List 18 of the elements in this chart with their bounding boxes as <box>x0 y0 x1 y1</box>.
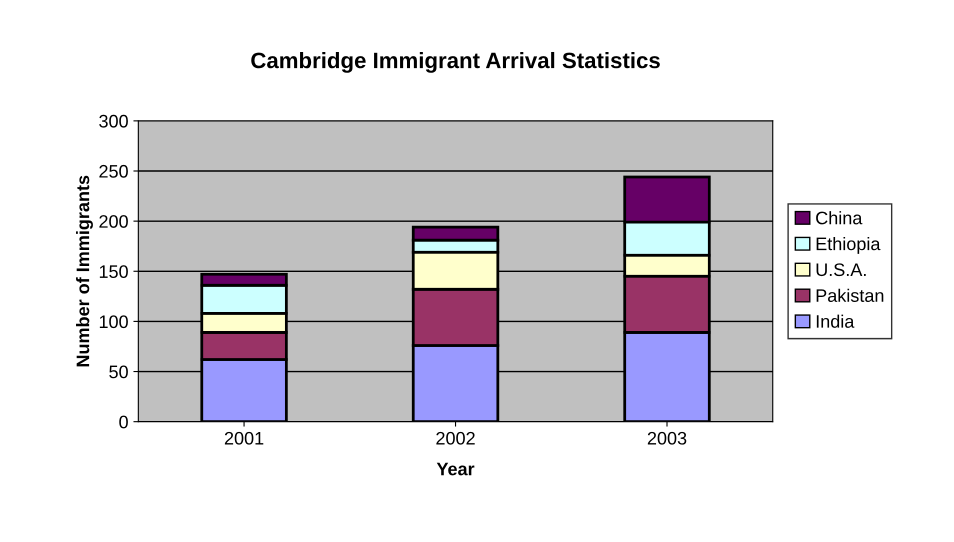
legend-label: India <box>816 314 854 328</box>
y-axis-title: Number of Immigrants <box>76 176 93 366</box>
legend-label: U.S.A. <box>816 263 866 276</box>
x-axis-title: Year <box>436 462 474 476</box>
y-tick-label: 250 <box>99 164 128 178</box>
y-tick-label: 50 <box>109 365 128 378</box>
legend-label: Ethiopia <box>816 236 880 254</box>
y-tick-label: 300 <box>99 114 128 128</box>
x-tick-label: 2003 <box>648 432 686 445</box>
legend-label: Pakistan <box>816 288 884 302</box>
y-tick-label: 150 <box>100 265 128 278</box>
x-tick-label: 2002 <box>436 432 475 445</box>
y-tick-label: 0 <box>119 416 128 428</box>
x-tick-label: 2001 <box>224 432 264 445</box>
y-tick-label: 100 <box>100 315 128 328</box>
y-tick-label: 200 <box>99 215 128 228</box>
chart-title: Cambridge Immigrant Arrival Statistics <box>251 52 660 73</box>
legend-label: China <box>816 211 862 224</box>
